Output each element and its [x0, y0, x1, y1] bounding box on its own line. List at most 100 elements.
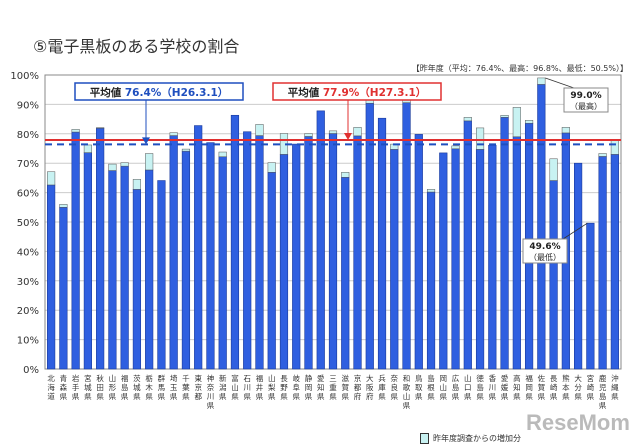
x-tick-label: 高知県: [513, 373, 521, 401]
x-tick-label: 静岡県: [305, 373, 313, 401]
average-h27-box: [272, 82, 442, 101]
legend-swatch: [420, 433, 429, 444]
x-tick-label: 茨城県: [133, 373, 141, 401]
bar-previous-year: [206, 142, 215, 370]
bar-previous-year: [537, 84, 546, 370]
x-tick-label: 埼玉県: [170, 373, 178, 401]
x-tick-label: 香川県: [489, 373, 497, 401]
bar-previous-year: [267, 172, 276, 370]
bar-previous-year: [96, 127, 105, 370]
bar-increase: [353, 127, 362, 137]
bar-previous-year: [414, 134, 423, 370]
bar-previous-year: [377, 117, 387, 370]
x-tick-label: 岡山県: [440, 374, 448, 401]
x-tick-label: 新潟県: [219, 373, 227, 401]
bar-increase: [537, 77, 546, 85]
bar-previous-year: [292, 143, 301, 370]
max-annotation-value: 99.0%: [570, 91, 601, 101]
x-tick-label: 秋田県: [96, 373, 104, 401]
bar-increase: [47, 171, 56, 186]
x-tick-label: 千葉県: [182, 373, 190, 401]
bar-previous-year: [365, 102, 374, 370]
bar-previous-year: [230, 114, 240, 370]
x-tick-label: 広島県: [452, 373, 460, 401]
y-tick-label: 40%: [17, 247, 39, 258]
x-tick-label: 滋賀県: [342, 373, 350, 401]
bar-previous-year: [475, 149, 485, 370]
x-tick-label: 福岡県: [525, 374, 533, 401]
legend: 昨年度調査からの増加分: [420, 433, 521, 444]
bar-previous-year: [500, 117, 509, 370]
bar-increase: [561, 127, 570, 134]
x-tick-label: 福島県: [121, 374, 129, 401]
y-tick-label: 90%: [17, 100, 39, 111]
bar-previous-year: [304, 136, 313, 370]
bar-increase: [341, 172, 350, 178]
bar-previous-year: [181, 150, 191, 370]
average-h26-arrowhead: [142, 137, 150, 145]
y-tick-label: 20%: [17, 306, 39, 317]
bar-increase: [512, 107, 521, 137]
x-tick-label: 鹿児島県: [599, 373, 607, 410]
bar-previous-year: [108, 170, 117, 370]
x-tick-label: 神奈川県: [207, 373, 215, 410]
bar-previous-year: [71, 131, 80, 370]
max-annotation-sub: （最高）: [570, 101, 602, 111]
bar-previous-year: [439, 152, 448, 370]
resemom-logo: ReseMom: [526, 410, 630, 435]
bar-previous-year: [549, 180, 558, 370]
bar-previous-year: [145, 169, 154, 370]
previous-year-note: 【昨年度（平均：76.4%、最高：96.8%、最低：50.5%）】: [411, 64, 628, 73]
min-annotation-box: [522, 238, 568, 264]
bar-increase: [71, 129, 80, 133]
bar-increase: [132, 179, 141, 190]
min-annotation-value: 49.6%: [529, 242, 560, 252]
bar-increase: [426, 189, 436, 193]
bar-previous-year: [402, 102, 411, 370]
bar-increase: [145, 153, 154, 171]
average-h26-box: [74, 82, 244, 101]
bar-previous-year: [353, 135, 362, 370]
bar-increase: [500, 115, 509, 118]
y-tick-label: 80%: [17, 130, 39, 141]
bar-previous-year: [169, 135, 178, 370]
x-tick-label: 山口県: [464, 373, 472, 401]
bar-previous-year: [512, 136, 521, 370]
bar-increase: [610, 139, 619, 155]
chart-title: ⑤電子黒板のある学校の割合: [33, 37, 240, 56]
bar-increase: [83, 144, 92, 153]
x-tick-label: 愛媛県: [501, 373, 509, 401]
bar-previous-year: [59, 207, 68, 370]
bar-previous-year: [341, 177, 350, 370]
x-tick-label: 北海道: [47, 374, 55, 401]
max-annotation-pointer: [545, 77, 575, 89]
average-h27-label: 平均値 77.9%（H27.3.1）: [288, 86, 427, 99]
bar-increase: [451, 145, 460, 150]
bar-previous-year: [451, 148, 460, 370]
y-tick-label: 100%: [10, 71, 39, 82]
bar-previous-year: [243, 131, 252, 370]
bar-previous-year: [586, 222, 595, 370]
x-tick-label: 鳥取県: [415, 373, 423, 401]
bar-previous-year: [194, 125, 203, 370]
max-annotation-box: [563, 87, 609, 113]
bar-previous-year: [47, 184, 56, 370]
average-h26-label: 平均値 76.4%（H26.3.1）: [90, 86, 229, 99]
x-tick-label: 宮崎県: [587, 373, 595, 401]
bar-previous-year: [328, 133, 338, 370]
bar-previous-year: [463, 120, 472, 370]
y-tick-label: 30%: [17, 277, 39, 288]
x-tick-label: 群馬県: [158, 373, 166, 401]
x-tick-label: 栃木県: [145, 373, 153, 401]
x-tick-label: 東京都: [194, 373, 202, 401]
bar-increase: [549, 158, 558, 181]
bar-increase: [255, 124, 264, 136]
bar-previous-year: [120, 165, 129, 370]
bar-previous-year: [610, 154, 619, 370]
x-tick-label: 京都府: [354, 373, 362, 401]
x-tick-label: 山梨県: [268, 373, 276, 401]
bar-increase: [59, 204, 68, 208]
y-tick-label: 50%: [17, 218, 39, 229]
bar-increase: [169, 132, 178, 136]
